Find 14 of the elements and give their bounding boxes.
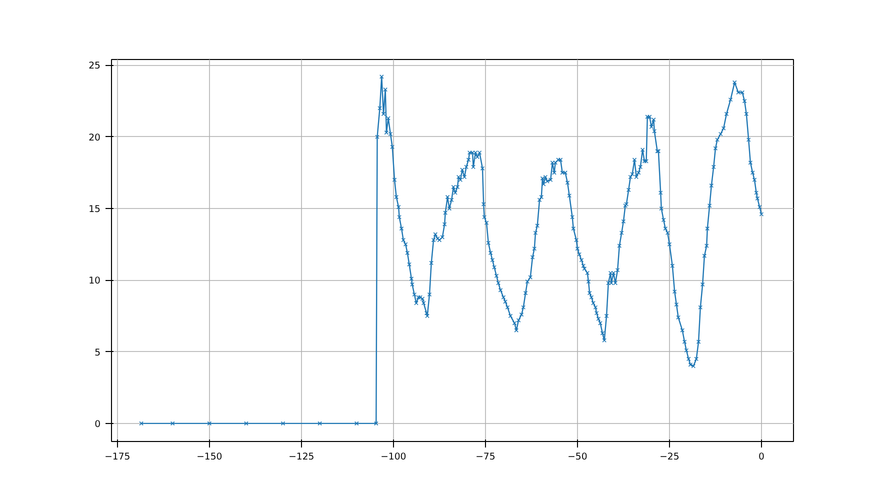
y-tick-label: 5: [94, 347, 101, 358]
x-tick-label: −150: [196, 452, 222, 462]
x-tick-label: −25: [660, 452, 680, 462]
y-tick-label: 20: [88, 132, 101, 144]
x-tick-label: −50: [568, 452, 588, 462]
x-tick-label: −175: [104, 452, 130, 462]
y-tick-label: 10: [88, 276, 101, 287]
y-tick-label: 25: [88, 60, 101, 72]
x-tick-label: −100: [380, 452, 406, 462]
x-tick-label: −75: [476, 452, 496, 462]
x-tick-label: 0: [758, 452, 765, 462]
x-tick-label: −125: [288, 452, 314, 462]
y-tick-label: 15: [88, 204, 101, 216]
y-tick-label: 0: [94, 418, 101, 430]
